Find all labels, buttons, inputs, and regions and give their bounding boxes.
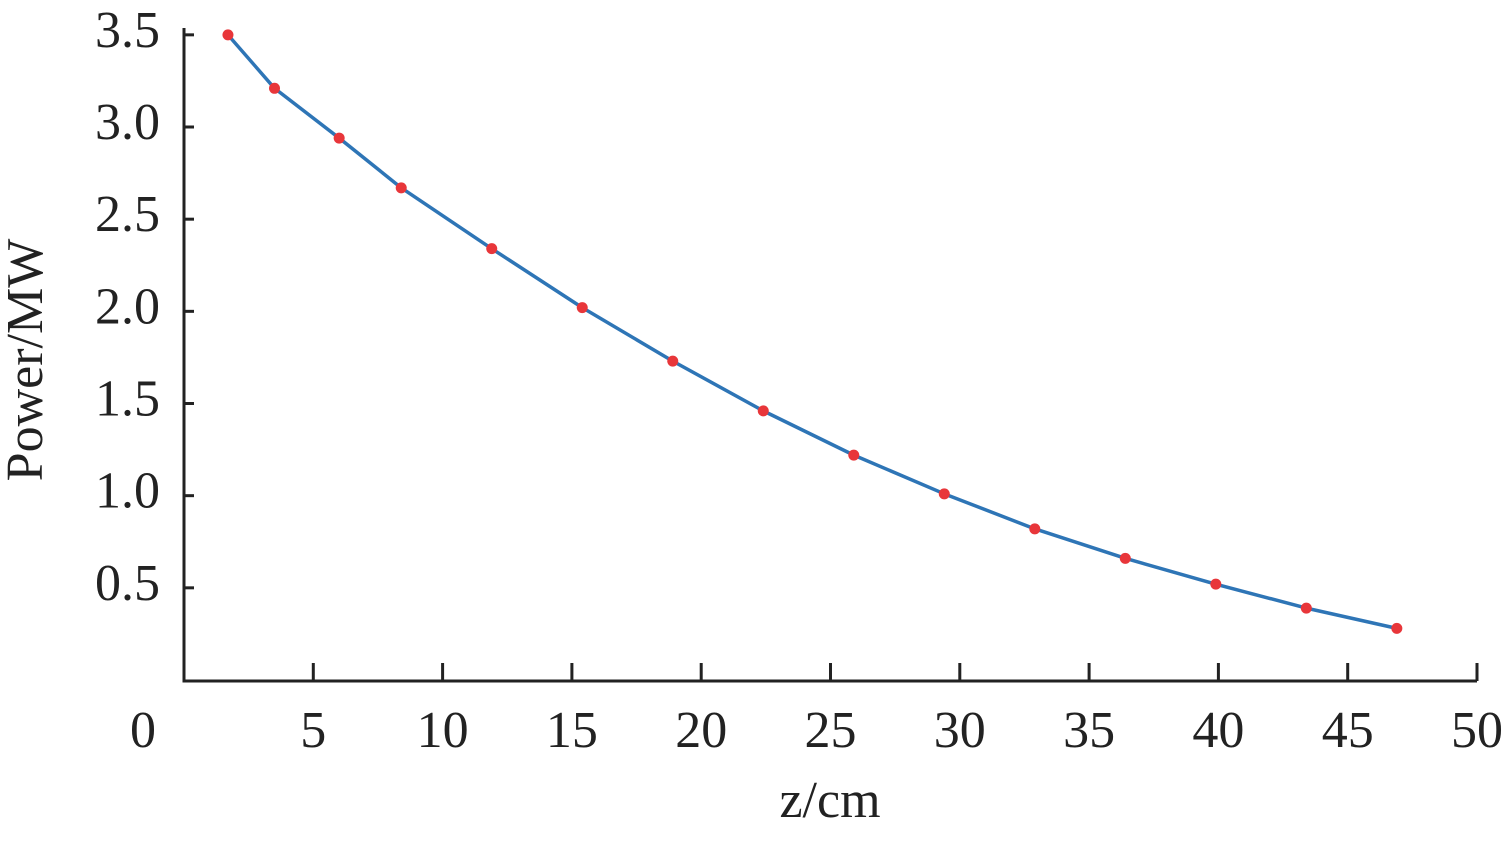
x-tick-label: 0 [130, 702, 156, 759]
x-tick-label: 10 [417, 702, 469, 759]
y-axis-label: Power/MW [0, 239, 54, 482]
point [938, 488, 950, 500]
x-axis-label: z/cm [779, 772, 880, 829]
x-tick-label: 20 [675, 702, 727, 759]
point [1300, 602, 1312, 614]
point [222, 29, 234, 41]
point [269, 82, 281, 94]
y-tick-label: 3.0 [95, 94, 160, 151]
point [1029, 523, 1041, 535]
y-tick-label: 3.5 [95, 2, 160, 59]
point [757, 405, 769, 417]
x-tick-label: 30 [934, 702, 986, 759]
y-tick-label: 0.5 [95, 555, 160, 612]
line [226, 33, 1398, 631]
point [667, 355, 679, 367]
x-tick-label: 50 [1451, 702, 1503, 759]
point [1391, 622, 1403, 634]
y-tick-label: 1.0 [95, 463, 160, 520]
y-tick-label: 2.0 [95, 278, 160, 335]
point [486, 243, 498, 255]
y-tick-label: 2.5 [95, 186, 160, 243]
x-tick-label: 25 [805, 702, 857, 759]
point [333, 132, 345, 144]
point [395, 182, 407, 194]
x-tick-label: 40 [1192, 702, 1244, 759]
point [848, 449, 860, 461]
point [576, 302, 588, 314]
point [1210, 578, 1222, 590]
x-tick-label: 35 [1063, 702, 1115, 759]
point [1119, 552, 1131, 564]
x-tick-label: 15 [546, 702, 598, 759]
y-tick-label: 1.5 [95, 370, 160, 427]
x-tick-label: 45 [1322, 702, 1374, 759]
x-tick-label: 5 [300, 702, 326, 759]
